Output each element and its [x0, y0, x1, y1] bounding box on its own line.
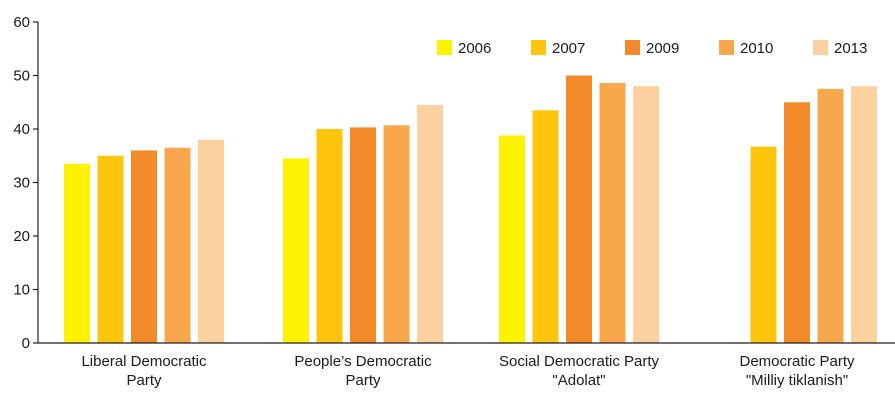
category-label: "Adolat"	[552, 372, 605, 389]
y-tick-label: 60	[13, 14, 30, 31]
legend-label: 2006	[458, 40, 491, 57]
bar	[164, 147, 191, 343]
legend-label: 2010	[740, 40, 773, 57]
bar	[817, 88, 844, 343]
category-label: Social Democratic Party	[499, 353, 660, 370]
y-tick-label: 40	[13, 121, 30, 138]
bar	[417, 104, 443, 343]
category-label: Party	[126, 372, 162, 389]
bar	[750, 146, 777, 343]
legend-swatch	[437, 40, 452, 55]
legend-swatch	[625, 40, 640, 55]
bar	[131, 150, 157, 343]
bar	[784, 102, 810, 343]
bar	[532, 110, 559, 344]
bar	[499, 135, 525, 343]
bar	[283, 158, 309, 343]
x-axis: Liberal Democratic Party People’s Democrat…	[38, 342, 895, 389]
bar	[383, 125, 410, 343]
category-label: Democratic Party	[739, 353, 855, 370]
bars	[64, 75, 877, 344]
legend-label: 2007	[552, 40, 585, 57]
y-tick-label: 10	[13, 282, 30, 299]
legend-label: 2013	[834, 40, 867, 57]
legend-swatch	[719, 40, 734, 55]
bar	[97, 155, 124, 343]
y-tick-label: 30	[13, 175, 30, 192]
y-tick-label: 50	[13, 68, 30, 85]
bar	[64, 163, 90, 343]
bar	[350, 127, 376, 344]
legend: 2006 2007 2009 2010 2013	[437, 40, 867, 57]
category-label: People’s Democratic	[294, 353, 432, 370]
category-label: "Milliy tiklanish"	[746, 372, 848, 389]
legend-swatch	[813, 40, 828, 55]
legend-swatch	[531, 40, 546, 55]
bar	[198, 139, 224, 343]
category-label: Liberal Democratic	[81, 353, 207, 370]
y-axis: 0 10 20 30 40 50 60	[13, 14, 39, 352]
y-tick-label: 0	[22, 335, 30, 352]
legend-label: 2009	[646, 40, 679, 57]
bar	[851, 86, 877, 343]
category-label: Party	[345, 372, 381, 389]
bar	[599, 82, 626, 344]
bar	[633, 86, 659, 343]
y-tick-label: 20	[13, 228, 30, 245]
bar	[566, 75, 592, 343]
bar	[316, 129, 343, 343]
